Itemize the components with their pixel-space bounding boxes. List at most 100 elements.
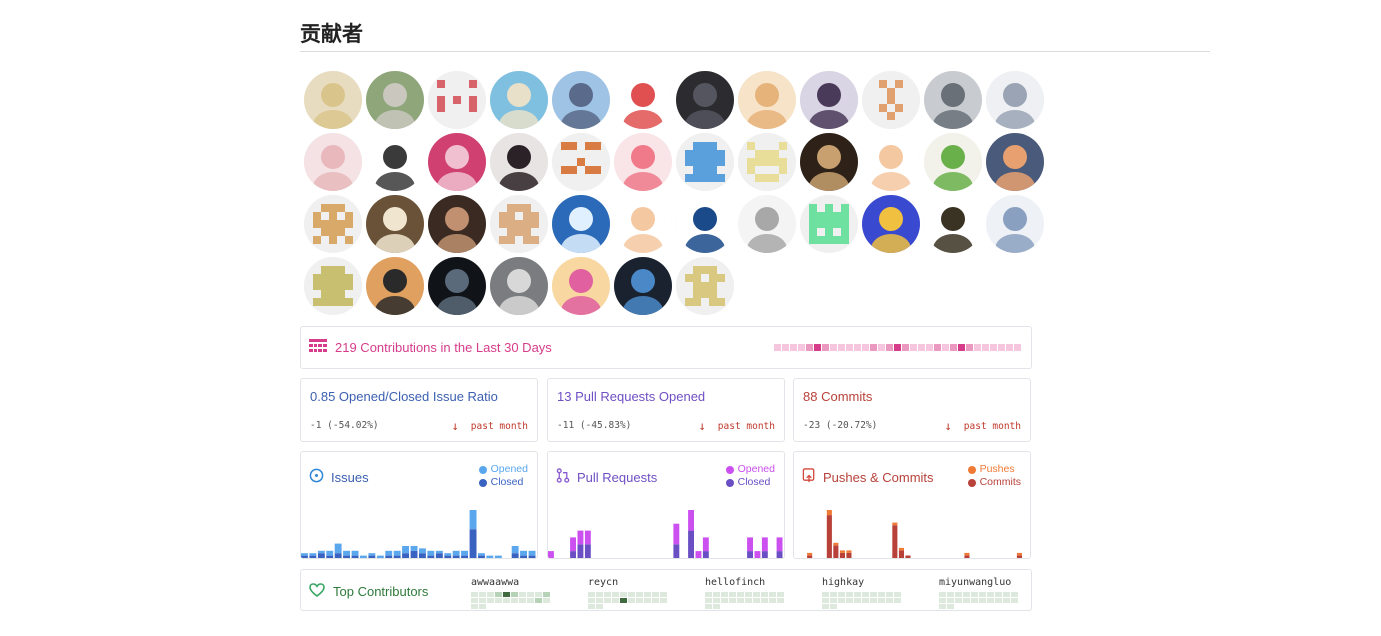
contributor-avatar[interactable] [366, 195, 424, 253]
metric-label: 88 Commits [803, 389, 873, 404]
bar-opened [702, 537, 709, 552]
contributor-avatar[interactable] [862, 133, 920, 191]
contributor-avatar[interactable] [738, 195, 796, 253]
identicon-avatar[interactable] [428, 71, 486, 129]
identicon-avatar[interactable] [304, 257, 362, 315]
contributor-avatar[interactable] [552, 257, 610, 315]
bar-pushes [833, 542, 839, 546]
bar-opened [577, 530, 584, 545]
contributor-avatar[interactable] [924, 133, 982, 191]
heat-cell [1014, 344, 1021, 351]
contributor-avatar[interactable] [304, 71, 362, 129]
heat-cell [774, 344, 781, 351]
heat-cell [958, 344, 965, 351]
bar-commits [846, 552, 852, 558]
bar-opened [673, 523, 680, 545]
contributor-avatar[interactable] [304, 133, 362, 191]
bar-closed [452, 555, 460, 558]
contributor-name: reycn [588, 577, 619, 588]
contributor-avatar[interactable] [428, 257, 486, 315]
contributor-avatar[interactable] [366, 257, 424, 315]
pull-requests-chart-card[interactable]: Pull Requests Opened Closed [547, 451, 785, 559]
contributor-avatar[interactable] [800, 71, 858, 129]
contributor-avatar[interactable] [428, 195, 486, 253]
metric-trend: ↓ past month [452, 419, 528, 433]
heat-cell [854, 344, 861, 351]
identicon-avatar[interactable] [490, 195, 548, 253]
contributor-avatar[interactable] [614, 195, 672, 253]
bar-closed [393, 555, 401, 558]
issues-chart-card[interactable]: Issues Opened Closed [300, 451, 538, 559]
contribution-cells [471, 592, 553, 609]
top-contributor[interactable]: reycn [588, 577, 670, 609]
bar-closed [334, 553, 342, 558]
metric-commits[interactable]: 88 Commits -23 (-20.72%) ↓ past month [793, 378, 1031, 442]
identicon-avatar[interactable] [862, 71, 920, 129]
identicon-avatar[interactable] [552, 133, 610, 191]
contributor-avatar[interactable] [490, 257, 548, 315]
contributor-avatar[interactable] [552, 71, 610, 129]
bar-opened [511, 546, 519, 554]
contributor-avatar[interactable] [490, 133, 548, 191]
identicon-avatar[interactable] [800, 195, 858, 253]
bar-commits [826, 515, 832, 558]
contributor-avatar[interactable] [986, 133, 1044, 191]
contribution-cells [588, 592, 670, 609]
heat-cell [798, 344, 805, 351]
heart-icon [309, 583, 325, 600]
heat-cell [862, 344, 869, 351]
contributor-avatar[interactable] [924, 195, 982, 253]
trend-label: past month [963, 420, 1021, 432]
bar-closed [301, 555, 308, 558]
bar-closed [702, 551, 709, 558]
contributor-avatar[interactable] [676, 71, 734, 129]
top-contributor[interactable]: awwaawwa [471, 577, 553, 609]
contributor-avatar[interactable] [738, 71, 796, 129]
activity-label: 219 Contributions in the Last 30 Days [335, 340, 552, 355]
top-contributor[interactable]: highkay [822, 577, 904, 609]
heat-cell [878, 344, 885, 351]
arrow-down-icon: ↓ [698, 419, 706, 433]
bar-closed [776, 551, 783, 558]
contributor-avatar[interactable] [676, 195, 734, 253]
contributor-avatar[interactable] [366, 133, 424, 191]
contributor-avatar[interactable] [490, 71, 548, 129]
bar-opened [309, 553, 317, 556]
metric-pull-requests[interactable]: 13 Pull Requests Opened -11 (-45.83%) ↓ p… [547, 378, 785, 442]
bar-opened [368, 553, 376, 556]
contributor-avatar[interactable] [862, 195, 920, 253]
contributor-avatar[interactable] [366, 71, 424, 129]
top-contributors-card[interactable]: Top Contributors awwaawwa reycn hellofinch… [300, 569, 1032, 611]
bar-opened [754, 551, 761, 558]
bar-opened [548, 551, 554, 558]
identicon-avatar[interactable] [676, 257, 734, 315]
identicon-avatar[interactable] [304, 195, 362, 253]
contributor-avatar[interactable] [924, 71, 982, 129]
activity-card[interactable]: 219 Contributions in the Last 30 Days [300, 326, 1032, 369]
top-contributor[interactable]: miyunwangluo [939, 577, 1021, 609]
bar-opened [461, 550, 468, 556]
bar-pushes [1016, 552, 1022, 556]
pushes-commits-chart-card[interactable]: Pushes & Commits Pushes Commits [793, 451, 1031, 559]
contributor-avatar[interactable] [800, 133, 858, 191]
bar-opened [410, 546, 418, 551]
contributor-avatar[interactable] [428, 133, 486, 191]
chart-header: Pushes & Commits [802, 468, 934, 486]
legend-item: Closed [725, 476, 775, 489]
identicon-avatar[interactable] [676, 133, 734, 191]
contributor-avatar[interactable] [986, 71, 1044, 129]
contributor-avatar[interactable] [614, 257, 672, 315]
contributor-avatar[interactable] [986, 195, 1044, 253]
metric-issue-ratio[interactable]: 0.85 Opened/Closed Issue Ratio -1 (-54.0… [300, 378, 538, 442]
bar-pushes [826, 510, 832, 516]
contributor-avatar[interactable] [552, 195, 610, 253]
bar-closed [410, 550, 418, 558]
contributor-avatar[interactable] [614, 133, 672, 191]
metric-delta: -11 (-45.83%) [557, 420, 632, 431]
heat-cell [790, 344, 797, 351]
bar-closed [688, 530, 694, 558]
contributor-avatar[interactable] [614, 71, 672, 129]
top-contributors-title: Top Contributors [333, 584, 429, 599]
identicon-avatar[interactable] [738, 133, 796, 191]
top-contributor[interactable]: hellofinch [705, 577, 787, 609]
